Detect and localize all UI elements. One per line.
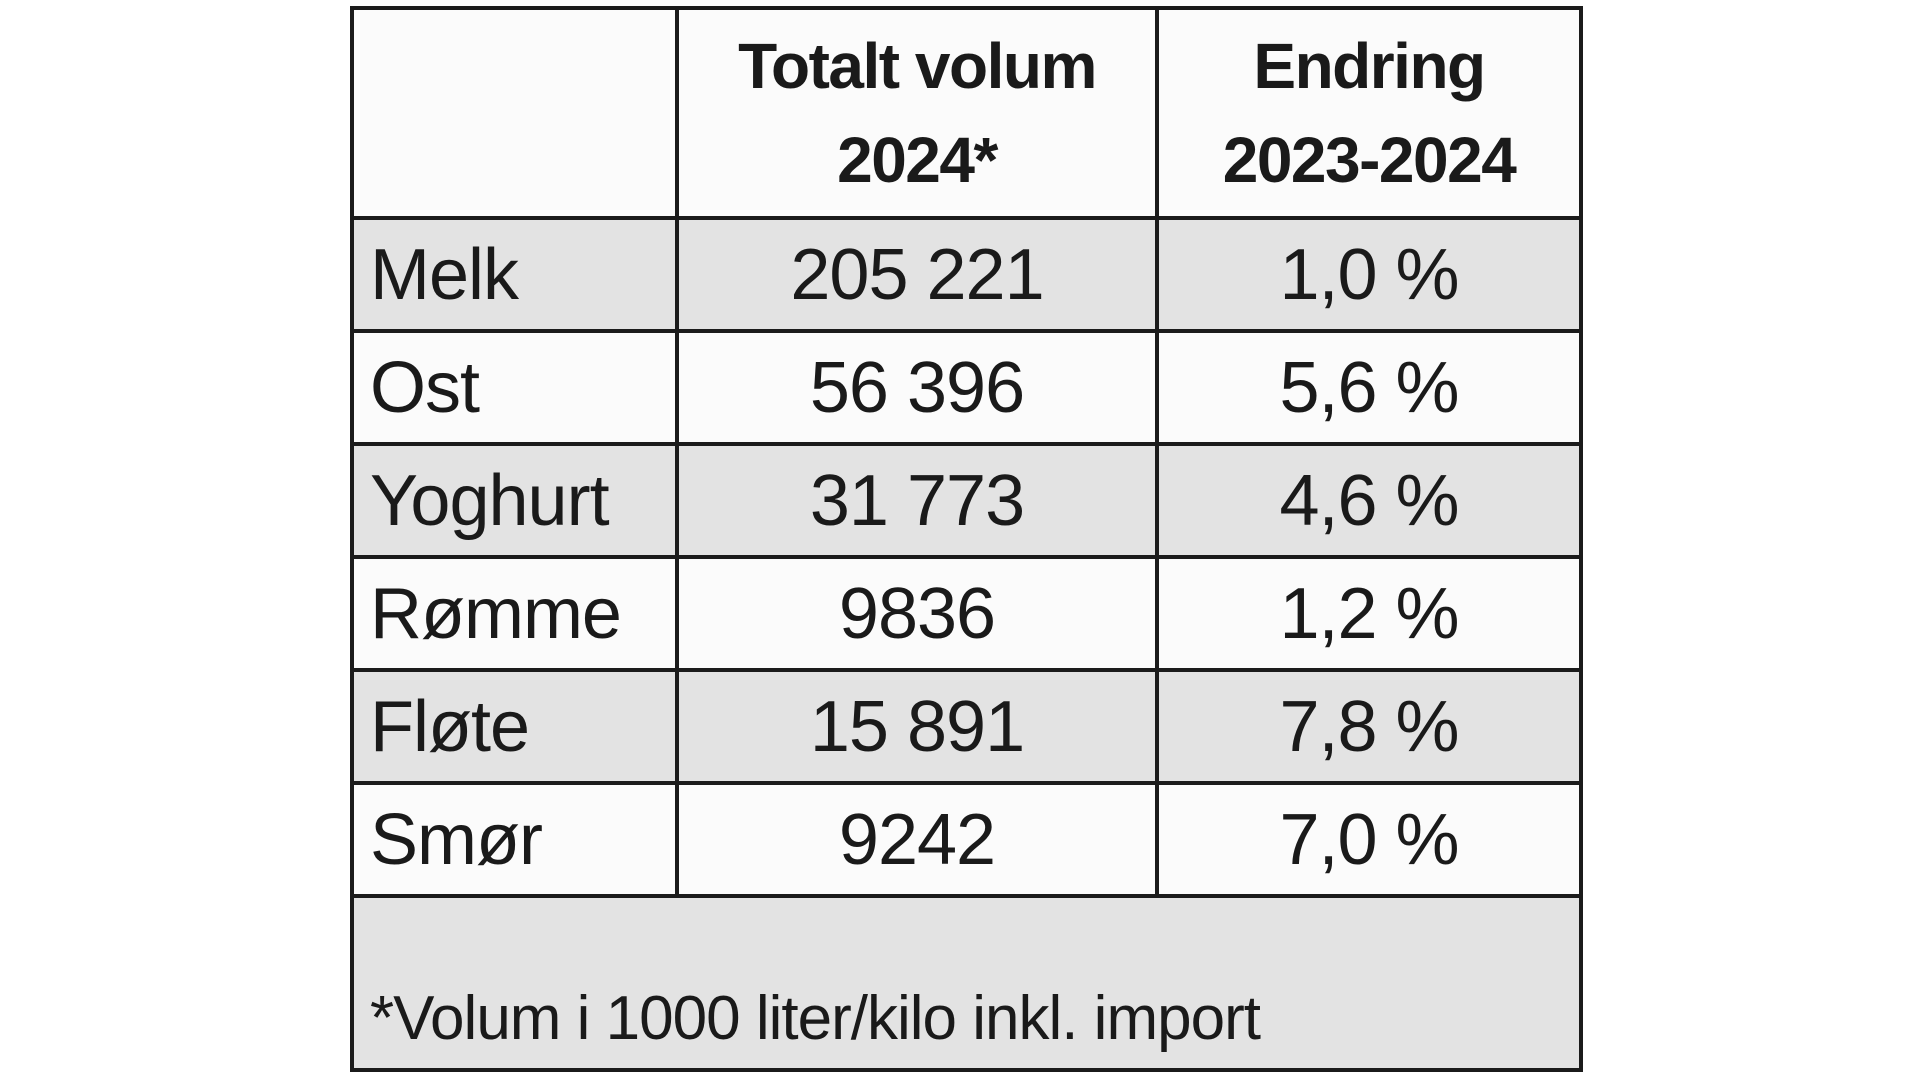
row-melk-change-cell: 1,0 % [1159,220,1579,333]
header-total-volume-line1: Totalt volum [738,30,1097,102]
row-smor-volume-cell: 9242 [679,785,1159,898]
row-label: Melk [370,234,519,315]
row-change: 1,0 % [1279,234,1459,315]
row-yoghurt-volume-cell: 31 773 [679,446,1159,559]
header-empty-cell [354,10,679,220]
row-smor-label-cell: Smør [354,785,679,898]
row-label: Smør [370,799,543,880]
row-yoghurt-label-cell: Yoghurt [354,446,679,559]
row-melk-label-cell: Melk [354,220,679,333]
row-volume: 31 773 [809,460,1025,541]
table-footnote: *Volum i 1000 liter/kilo inkl. import [370,984,1261,1053]
row-change: 7,8 % [1279,686,1459,767]
row-label: Ost [370,347,480,428]
row-romme-label-cell: Rømme [354,559,679,672]
row-label: Rømme [370,573,622,654]
header-total-volume: Totalt volum 2024* [679,10,1159,220]
row-ost-label-cell: Ost [354,333,679,446]
row-volume: 56 396 [809,347,1025,428]
row-smor-change-cell: 7,0 % [1159,785,1579,898]
row-romme-volume-cell: 9836 [679,559,1159,672]
row-label: Fløte [370,686,530,767]
row-flote-label-cell: Fløte [354,672,679,785]
row-flote-volume-cell: 15 891 [679,672,1159,785]
row-volume: 205 221 [790,234,1044,315]
row-yoghurt-change-cell: 4,6 % [1159,446,1579,559]
header-change: Endring 2023-2024 [1159,10,1579,220]
header-total-volume-line2: 2024* [837,124,998,196]
row-volume: 15 891 [809,686,1025,767]
row-melk-volume-cell: 205 221 [679,220,1159,333]
row-change: 7,0 % [1279,799,1459,880]
header-change-line1: Endring [1253,30,1486,102]
row-change: 4,6 % [1279,460,1459,541]
row-volume: 9242 [838,799,996,880]
row-label: Yoghurt [370,460,610,541]
table-footnote-cell: *Volum i 1000 liter/kilo inkl. import [354,898,1579,1068]
row-change: 5,6 % [1279,347,1459,428]
row-romme-change-cell: 1,2 % [1159,559,1579,672]
row-ost-volume-cell: 56 396 [679,333,1159,446]
row-ost-change-cell: 5,6 % [1159,333,1579,446]
row-change: 1,2 % [1279,573,1459,654]
row-flote-change-cell: 7,8 % [1159,672,1579,785]
row-volume: 9836 [838,573,996,654]
dairy-volume-table: Totalt volum 2024* Endring 2023-2024 Mel… [350,6,1583,1072]
header-change-line2: 2023-2024 [1222,124,1517,196]
